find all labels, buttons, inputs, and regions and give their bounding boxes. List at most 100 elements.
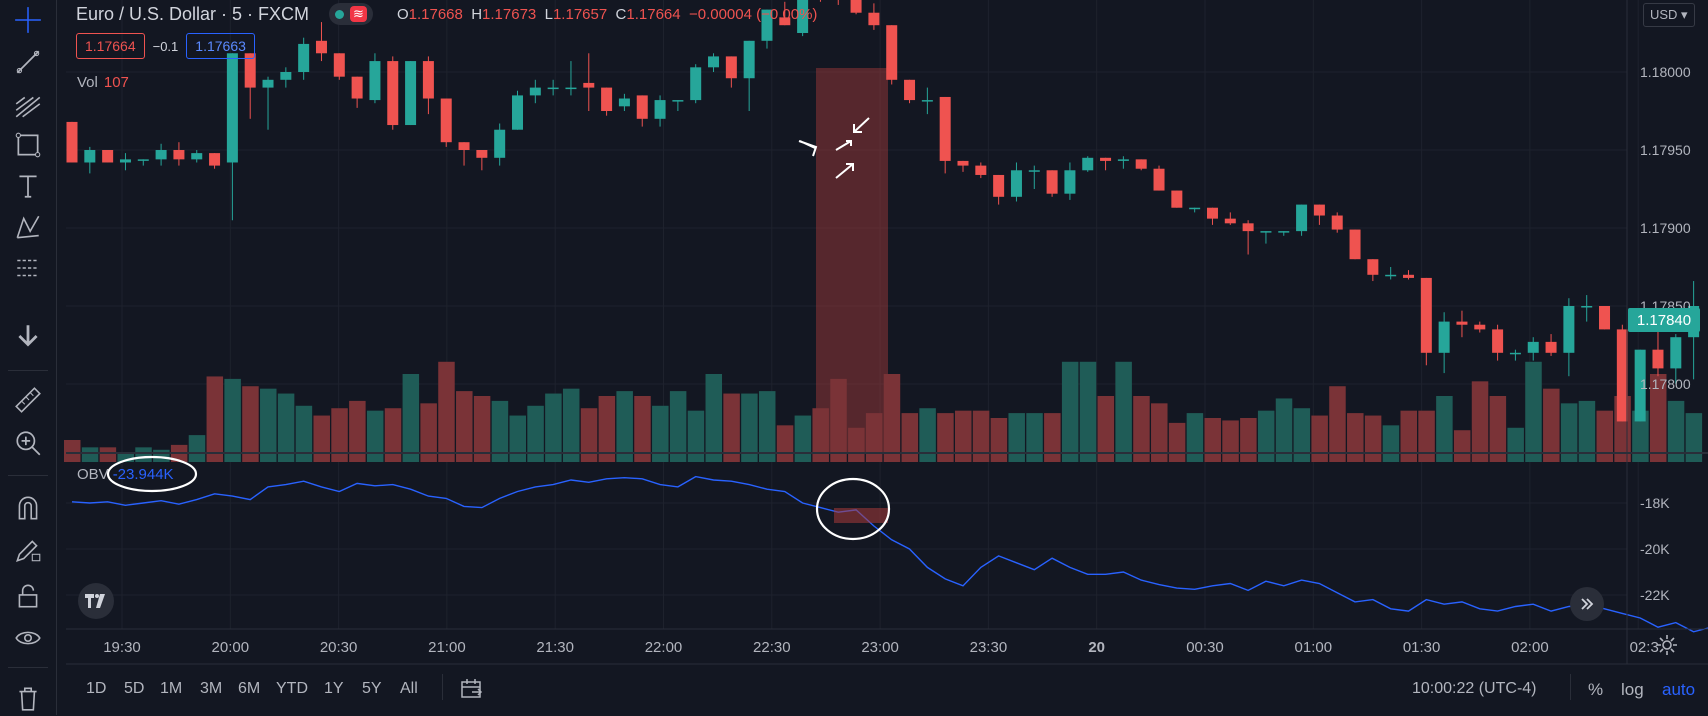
obv-legend[interactable]: OBV -23.944K	[77, 466, 174, 483]
candle-body	[654, 100, 666, 119]
date-range-icon[interactable]	[460, 678, 484, 700]
lock-icon[interactable]	[10, 578, 46, 614]
candle-body	[1581, 306, 1593, 308]
candle-body	[244, 53, 256, 88]
currency-selector[interactable]: USD ▾	[1643, 3, 1695, 27]
candle-body	[636, 95, 648, 119]
volume-bar	[1044, 413, 1061, 462]
trash-icon[interactable]	[10, 680, 46, 716]
ruler-icon[interactable]	[10, 382, 46, 418]
candle-body	[1064, 170, 1076, 194]
candle-body	[262, 79, 274, 88]
candle-body	[1046, 170, 1058, 194]
volume-bar	[366, 410, 384, 462]
candle-body	[1420, 277, 1432, 353]
volume-bar	[1311, 415, 1328, 462]
volume-bar	[723, 393, 740, 462]
range-button-1d[interactable]: 1D	[86, 680, 107, 697]
candle-body	[672, 100, 684, 102]
candle-body	[547, 87, 559, 90]
zoom-in-icon[interactable]	[10, 425, 46, 461]
time-tick-label: 23:30	[970, 639, 1008, 656]
range-button-1y[interactable]: 1Y	[324, 680, 344, 697]
range-button-6m[interactable]: 6M	[238, 680, 261, 697]
volume-bar	[331, 408, 348, 462]
price-tick-label: 1.17900	[1640, 220, 1691, 236]
range-button-5y[interactable]: 5Y	[362, 680, 382, 697]
candle-body	[868, 12, 880, 26]
text-tool-icon[interactable]	[10, 168, 46, 204]
range-button-ytd[interactable]: YTD	[276, 680, 308, 697]
range-button-3m[interactable]: 3M	[200, 680, 223, 697]
tradingview-logo[interactable]	[78, 583, 114, 619]
volume-bar	[456, 391, 473, 462]
volume-legend[interactable]: Vol 107	[77, 74, 129, 91]
volume-bar	[135, 447, 152, 462]
annotation-arrows	[798, 117, 870, 179]
candle-body	[1206, 207, 1218, 219]
fib-retracement-icon[interactable]	[10, 88, 46, 124]
time-tick-label: 20:30	[320, 639, 358, 656]
volume-bar	[1222, 420, 1239, 462]
volume-bar	[1382, 425, 1400, 462]
range-button-1m[interactable]: 1M	[160, 680, 183, 697]
candle-body	[761, 9, 773, 41]
auto-toggle[interactable]: auto	[1662, 680, 1696, 699]
shapes-icon[interactable]	[10, 127, 46, 163]
trend-line-icon[interactable]	[10, 44, 46, 80]
arrow-down-icon[interactable]	[10, 318, 46, 354]
volume-bar	[634, 396, 651, 462]
market-status[interactable]: ≋	[329, 3, 373, 25]
candle-body	[1527, 341, 1539, 353]
range-button-all[interactable]: All	[400, 680, 418, 697]
volume-bar	[242, 386, 259, 462]
candle-body	[904, 79, 916, 101]
eye-icon[interactable]	[10, 620, 46, 656]
volume-bar	[616, 391, 633, 462]
candle-body	[66, 121, 78, 163]
volume-bar	[919, 408, 936, 462]
candle-body	[993, 174, 1005, 197]
symbol-title[interactable]: Euro / U.S. Dollar · 5 · FXCM	[76, 3, 310, 24]
candle-body	[173, 150, 185, 160]
volume-bar	[705, 374, 723, 462]
ohlc-values: O1.17668 H1.17673 L1.17657 C1.17664 −0.0…	[396, 5, 818, 23]
volume-bar	[420, 403, 437, 462]
candle-body	[886, 25, 898, 80]
volume-bar	[1453, 430, 1471, 462]
volume-bar	[260, 388, 277, 462]
volume-bar	[1133, 396, 1150, 462]
volume-bar	[81, 447, 99, 462]
crosshair-icon[interactable]	[10, 2, 46, 38]
volume-bar	[848, 427, 865, 462]
lock-drawing-pencil-icon[interactable]	[10, 532, 46, 568]
obv-tick-label: -20K	[1640, 541, 1670, 557]
scroll-to-realtime-button[interactable]	[1570, 587, 1604, 621]
volume-bar	[1293, 408, 1311, 462]
time-tick-label: 21:30	[536, 639, 574, 656]
volume-bar	[652, 405, 669, 462]
settings-gear-icon[interactable]	[1656, 634, 1678, 656]
volume-bar	[1543, 388, 1560, 462]
range-button-5d[interactable]: 5D	[124, 680, 145, 697]
volume-bar	[1204, 418, 1221, 462]
clock-display[interactable]: 10:00:22 (UTC-4)	[1412, 680, 1537, 697]
time-tick-label: 20:00	[212, 639, 250, 656]
candle-body	[743, 40, 755, 79]
volume-bar	[1115, 361, 1132, 462]
candle-body	[119, 159, 131, 163]
candle-body	[583, 82, 595, 88]
pattern-icon[interactable]	[10, 209, 46, 245]
price-tick-label: 1.18000	[1640, 64, 1691, 80]
candle-body	[226, 53, 238, 163]
prediction-icon[interactable]	[10, 250, 46, 286]
magnet-icon[interactable]	[10, 490, 46, 526]
volume-bar	[384, 408, 402, 462]
sell-button[interactable]: 1.17664	[76, 33, 145, 59]
percent-toggle[interactable]: %	[1588, 680, 1604, 699]
candle-body	[1492, 329, 1504, 353]
candle-body	[155, 150, 167, 160]
buy-button[interactable]: 1.17663	[186, 33, 255, 59]
log-toggle[interactable]: log	[1621, 680, 1644, 699]
